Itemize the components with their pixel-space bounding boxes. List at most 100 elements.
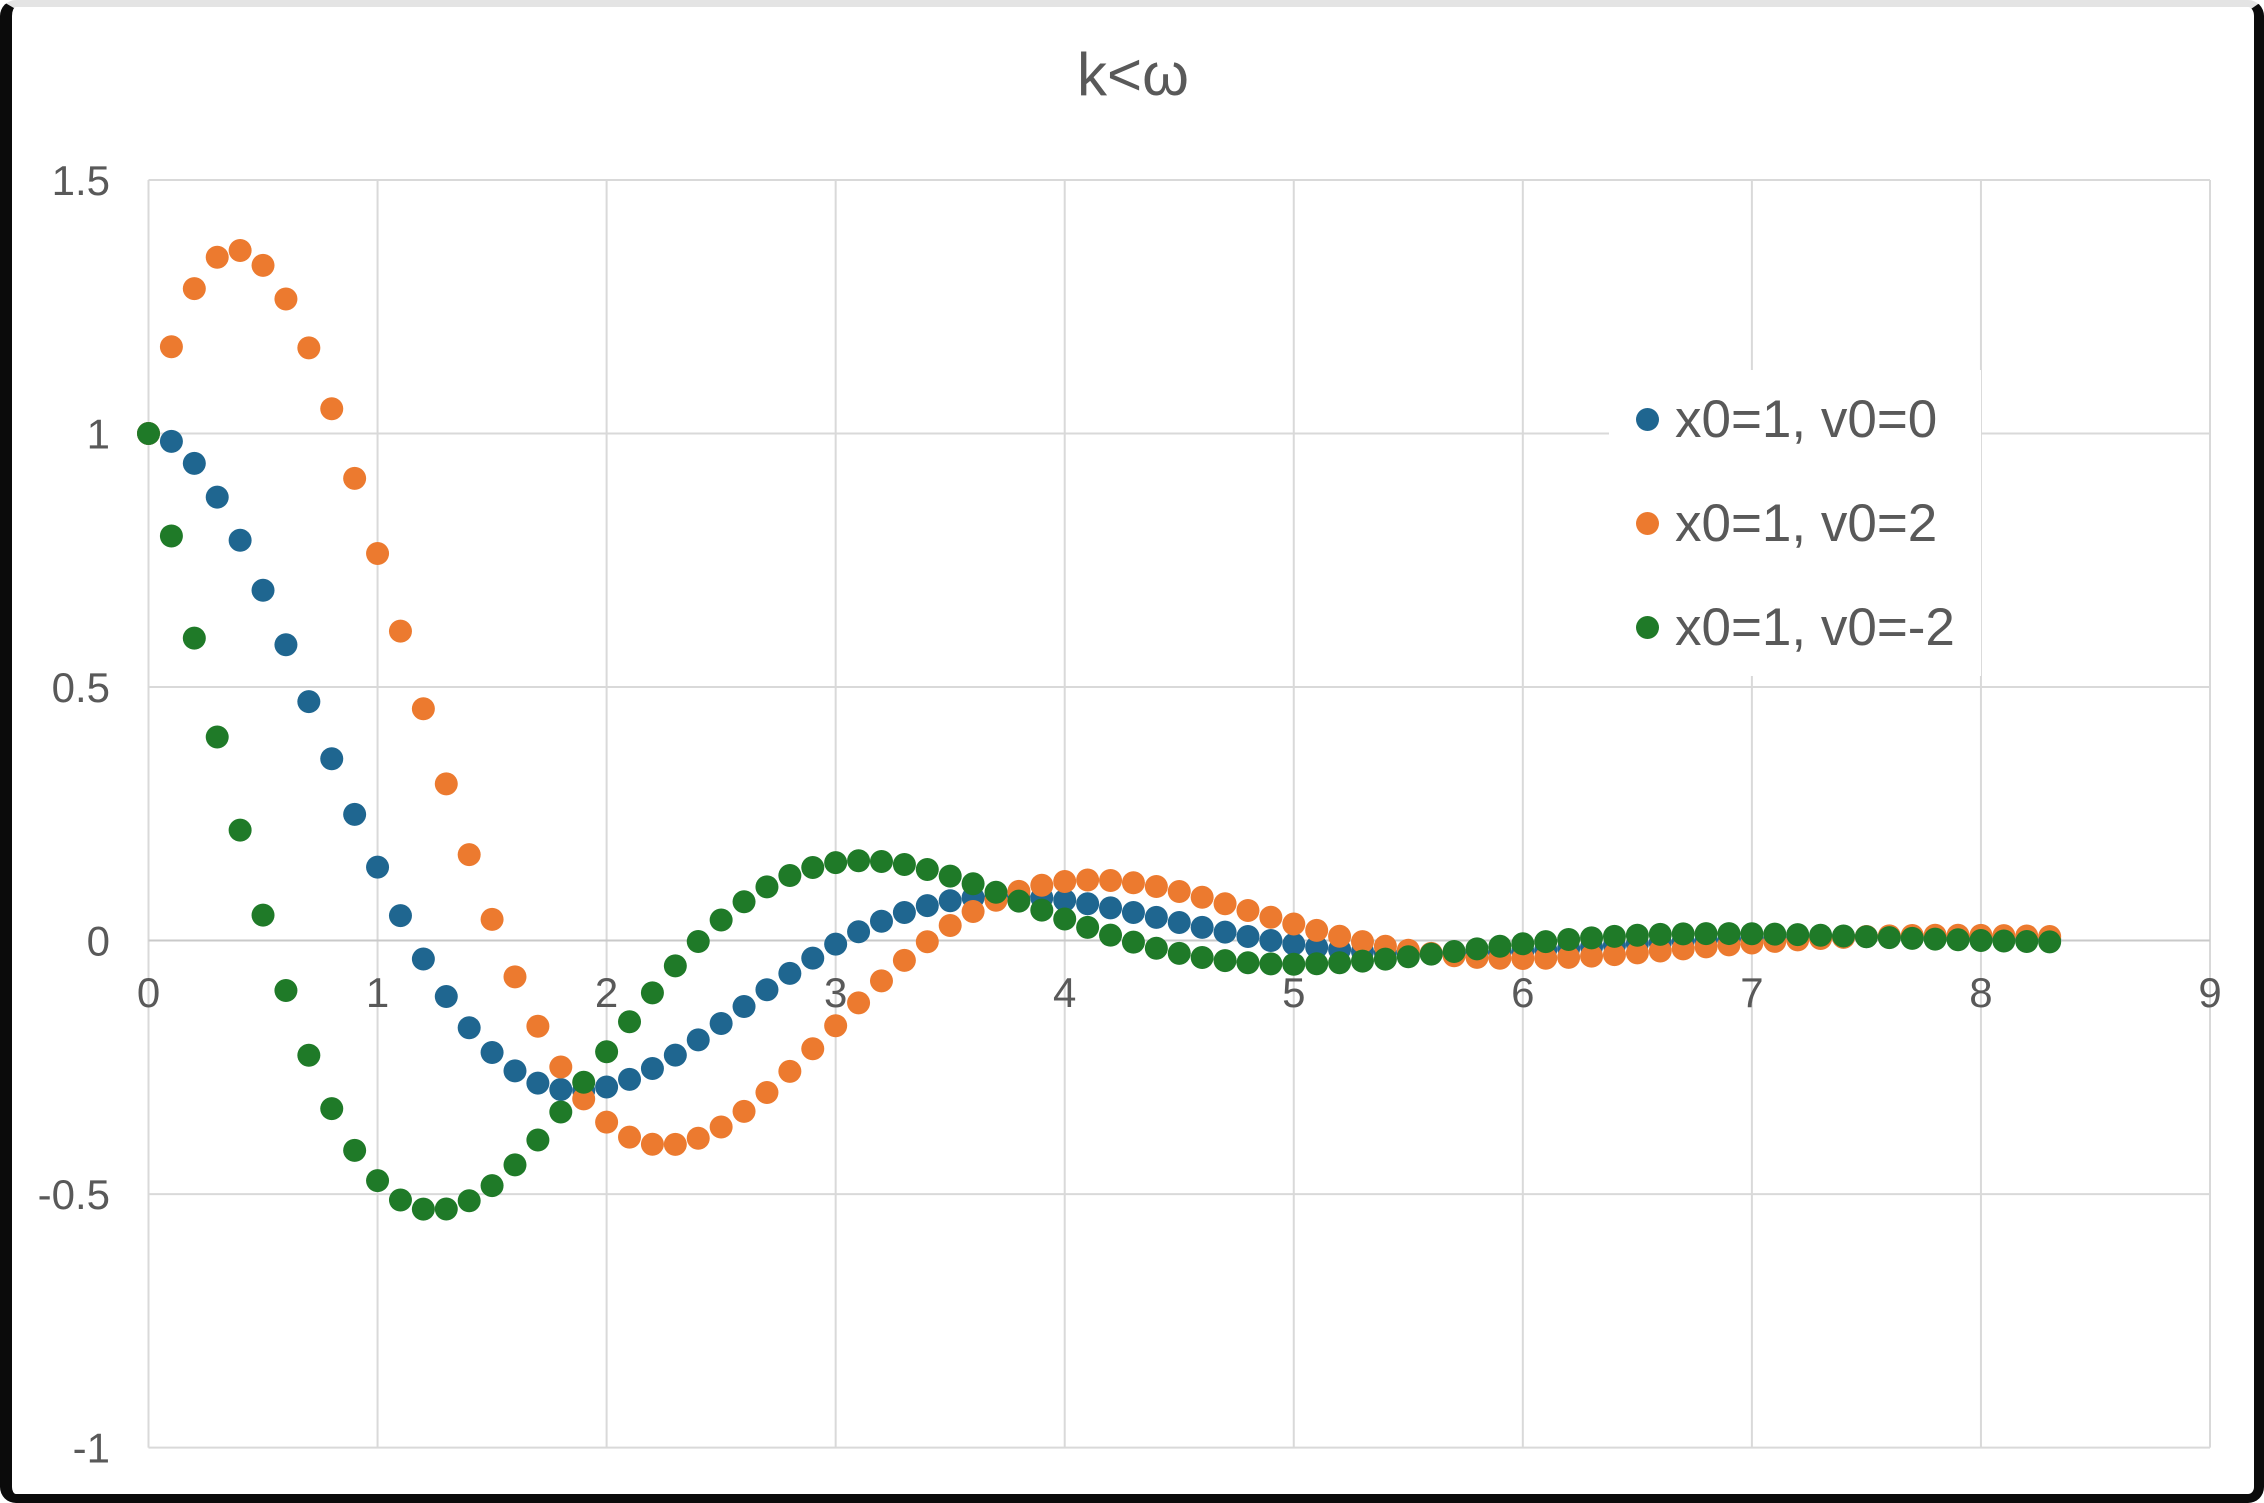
data-point bbox=[411, 1197, 435, 1221]
data-point bbox=[1328, 924, 1352, 948]
x-tick-label-4: 4 bbox=[1053, 969, 1076, 1016]
data-point bbox=[1373, 947, 1397, 971]
data-point bbox=[274, 287, 298, 311]
data-point bbox=[1396, 945, 1420, 969]
data-point bbox=[297, 1043, 321, 1067]
data-point bbox=[251, 903, 275, 927]
data-point bbox=[1717, 922, 1741, 946]
data-point bbox=[1121, 871, 1145, 895]
data-point bbox=[663, 1132, 687, 1156]
legend-marker-green-icon bbox=[1636, 615, 1659, 639]
data-point bbox=[824, 932, 848, 956]
data-point bbox=[1007, 889, 1031, 913]
data-point bbox=[159, 335, 183, 359]
data-point bbox=[1350, 949, 1374, 973]
data-point bbox=[205, 485, 229, 509]
data-point bbox=[709, 908, 733, 932]
y-tick-label--0.5: -0.5 bbox=[38, 1171, 110, 1218]
data-point bbox=[938, 913, 962, 937]
data-point bbox=[320, 1097, 344, 1121]
data-point bbox=[503, 1153, 527, 1177]
data-point bbox=[159, 524, 183, 548]
legend-label-series3: x0=1, v0=-2 bbox=[1675, 597, 1955, 657]
data-point bbox=[618, 1010, 642, 1034]
data-point bbox=[366, 1169, 390, 1193]
data-point bbox=[778, 1059, 802, 1083]
series-3-points bbox=[137, 422, 2062, 1221]
data-point bbox=[1465, 937, 1489, 961]
data-point bbox=[709, 1011, 733, 1035]
data-point bbox=[915, 858, 939, 882]
data-point bbox=[343, 466, 367, 490]
data-point bbox=[755, 1080, 779, 1104]
data-point bbox=[480, 1174, 504, 1198]
data-point bbox=[1144, 936, 1168, 960]
data-point bbox=[1259, 952, 1283, 976]
data-point bbox=[732, 995, 756, 1019]
data-point bbox=[1534, 946, 1558, 970]
data-point bbox=[686, 1126, 710, 1150]
data-point bbox=[388, 904, 412, 928]
plot-area: 0 1 2 3 4 5 6 7 8 9 -1 -0.5 0 0.5 1 1.5 bbox=[38, 157, 2222, 1472]
data-point bbox=[1557, 945, 1581, 969]
data-point bbox=[297, 690, 321, 714]
data-point bbox=[1030, 898, 1054, 922]
data-point bbox=[457, 1016, 481, 1040]
data-point bbox=[778, 864, 802, 888]
data-point bbox=[1282, 912, 1306, 936]
data-point bbox=[732, 1099, 756, 1123]
data-point bbox=[1602, 943, 1626, 967]
data-point bbox=[228, 238, 252, 262]
data-point bbox=[1213, 949, 1237, 973]
data-point bbox=[892, 948, 916, 972]
data-point bbox=[847, 920, 871, 944]
data-point bbox=[297, 336, 321, 360]
data-point bbox=[1030, 873, 1054, 897]
data-point bbox=[915, 930, 939, 954]
data-point bbox=[984, 880, 1008, 904]
data-point bbox=[938, 864, 962, 888]
data-point bbox=[572, 1070, 596, 1094]
legend-entry-series3: x0=1, v0=-2 bbox=[1609, 578, 1981, 676]
data-point bbox=[595, 1040, 619, 1064]
data-point bbox=[1053, 888, 1077, 912]
chart-legend: x0=1, v0=0 x0=1, v0=2 x0=1, v0=-2 bbox=[1609, 370, 1981, 676]
data-point bbox=[1671, 922, 1695, 946]
data-point bbox=[732, 890, 756, 914]
data-point bbox=[1305, 918, 1329, 942]
data-point bbox=[1282, 932, 1306, 956]
data-point bbox=[366, 541, 390, 565]
data-point bbox=[343, 1138, 367, 1162]
data-point bbox=[869, 909, 893, 933]
data-point bbox=[228, 818, 252, 842]
data-point bbox=[1946, 928, 1970, 952]
data-point bbox=[1259, 929, 1283, 953]
data-point bbox=[915, 894, 939, 918]
data-point bbox=[595, 1075, 619, 1099]
data-point bbox=[686, 1028, 710, 1052]
data-point bbox=[1877, 926, 1901, 950]
data-point bbox=[1236, 925, 1260, 949]
y-tick-label-0.5: 0.5 bbox=[52, 664, 110, 711]
data-point bbox=[1786, 923, 1810, 947]
data-point bbox=[549, 1055, 573, 1079]
data-point bbox=[892, 853, 916, 877]
data-point bbox=[801, 1037, 825, 1061]
data-point bbox=[801, 855, 825, 879]
y-tick-label-1.5: 1.5 bbox=[52, 157, 110, 204]
legend-entry-series1: x0=1, v0=0 bbox=[1609, 370, 1981, 468]
data-point bbox=[1190, 945, 1214, 969]
data-point bbox=[251, 578, 275, 602]
data-point bbox=[1511, 932, 1535, 956]
data-point bbox=[2038, 930, 2062, 954]
data-point bbox=[663, 954, 687, 978]
legend-marker-orange-icon bbox=[1636, 511, 1659, 535]
x-tick-label-8: 8 bbox=[1969, 969, 1992, 1016]
data-point bbox=[1099, 923, 1123, 947]
data-point bbox=[572, 1087, 596, 1111]
data-point bbox=[549, 1077, 573, 1101]
data-point bbox=[640, 1057, 664, 1081]
data-point bbox=[1969, 928, 1993, 952]
data-point bbox=[1923, 927, 1947, 951]
y-tick-label-0: 0 bbox=[87, 918, 110, 965]
